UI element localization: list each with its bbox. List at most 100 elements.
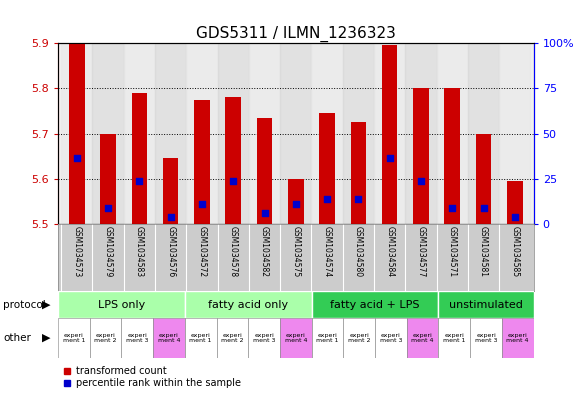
Text: GSM1034572: GSM1034572	[197, 226, 206, 277]
Text: GSM1034575: GSM1034575	[291, 226, 300, 277]
Bar	[155, 43, 186, 224]
Point	[479, 205, 488, 211]
Text: unstimulated: unstimulated	[449, 299, 523, 310]
Point	[354, 196, 363, 202]
Bar	[132, 93, 147, 224]
Point	[322, 196, 332, 202]
Bar	[311, 291, 438, 318]
Bar	[69, 43, 85, 224]
Text: GSM1034580: GSM1034580	[354, 226, 363, 277]
Text: GSM1034576: GSM1034576	[166, 226, 175, 277]
Text: GSM1034581: GSM1034581	[479, 226, 488, 277]
Bar	[499, 43, 531, 224]
Bar	[375, 318, 407, 358]
Bar	[124, 43, 155, 224]
Point	[103, 205, 113, 211]
Text: experi
ment 3: experi ment 3	[380, 332, 402, 343]
Point	[166, 214, 175, 220]
Bar	[90, 318, 121, 358]
Bar	[437, 43, 468, 224]
Bar	[468, 43, 499, 224]
Bar	[280, 318, 311, 358]
Text: experi
ment 1: experi ment 1	[316, 332, 339, 343]
Bar	[218, 43, 249, 224]
Text: experi
ment 2: experi ment 2	[95, 332, 117, 343]
Bar	[280, 43, 311, 224]
Text: GSM1034573: GSM1034573	[72, 226, 81, 277]
Point	[448, 205, 457, 211]
Bar	[185, 318, 216, 358]
Bar	[343, 43, 374, 224]
Text: protocol: protocol	[3, 299, 46, 310]
Bar	[476, 134, 491, 224]
Bar	[374, 43, 405, 224]
Text: other: other	[3, 333, 31, 343]
Text: experi
ment 4: experi ment 4	[285, 332, 307, 343]
Bar	[507, 181, 523, 224]
Text: GSM1034584: GSM1034584	[385, 226, 394, 277]
Text: experi
ment 3: experi ment 3	[253, 332, 276, 343]
Bar	[407, 318, 438, 358]
Bar	[163, 158, 179, 224]
Bar	[153, 318, 185, 358]
Bar	[438, 318, 470, 358]
Bar	[288, 179, 303, 224]
Text: experi
ment 4: experi ment 4	[411, 332, 434, 343]
Bar	[100, 134, 116, 224]
Text: LPS only: LPS only	[98, 299, 145, 310]
Text: experi
ment 1: experi ment 1	[443, 332, 466, 343]
Point	[72, 155, 81, 162]
Point	[135, 178, 144, 184]
Point	[291, 200, 300, 207]
Title: GDS5311 / ILMN_1236323: GDS5311 / ILMN_1236323	[196, 26, 396, 42]
Text: GSM1034583: GSM1034583	[135, 226, 144, 277]
Text: experi
ment 4: experi ment 4	[506, 332, 529, 343]
Text: experi
ment 3: experi ment 3	[126, 332, 148, 343]
Bar	[58, 318, 90, 358]
Point	[510, 214, 520, 220]
Point	[416, 178, 426, 184]
Bar	[444, 88, 460, 224]
Bar	[248, 318, 280, 358]
Bar	[216, 318, 248, 358]
Point	[260, 209, 269, 216]
Bar	[311, 43, 343, 224]
Bar	[405, 43, 437, 224]
Text: experi
ment 4: experi ment 4	[158, 332, 180, 343]
Bar	[350, 122, 366, 224]
Text: experi
ment 2: experi ment 2	[348, 332, 371, 343]
Bar	[185, 291, 311, 318]
Text: GSM1034578: GSM1034578	[229, 226, 238, 277]
Text: experi
ment 3: experi ment 3	[475, 332, 497, 343]
Bar	[61, 43, 92, 224]
Text: GSM1034585: GSM1034585	[510, 226, 519, 277]
Text: fatty acid only: fatty acid only	[208, 299, 288, 310]
Legend: transformed count, percentile rank within the sample: transformed count, percentile rank withi…	[63, 366, 241, 388]
Bar	[343, 318, 375, 358]
Bar	[413, 88, 429, 224]
Text: GSM1034582: GSM1034582	[260, 226, 269, 277]
Text: GSM1034574: GSM1034574	[322, 226, 332, 277]
Bar	[121, 318, 153, 358]
Text: GSM1034579: GSM1034579	[104, 226, 113, 277]
Bar	[226, 97, 241, 224]
Text: experi
ment 1: experi ment 1	[190, 332, 212, 343]
Bar	[186, 43, 218, 224]
Point	[229, 178, 238, 184]
Bar	[470, 318, 502, 358]
Text: GSM1034571: GSM1034571	[448, 226, 456, 277]
Bar	[92, 43, 124, 224]
Text: experi
ment 2: experi ment 2	[221, 332, 244, 343]
Bar	[257, 118, 273, 224]
Text: fatty acid + LPS: fatty acid + LPS	[331, 299, 420, 310]
Text: experi
ment 1: experi ment 1	[63, 332, 85, 343]
Point	[385, 155, 394, 162]
Text: ▶: ▶	[42, 299, 50, 310]
Point	[197, 200, 206, 207]
Bar	[319, 113, 335, 224]
Bar	[311, 318, 343, 358]
Text: ▶: ▶	[42, 333, 50, 343]
Bar	[438, 291, 534, 318]
Bar	[58, 291, 185, 318]
Text: GSM1034577: GSM1034577	[416, 226, 426, 277]
